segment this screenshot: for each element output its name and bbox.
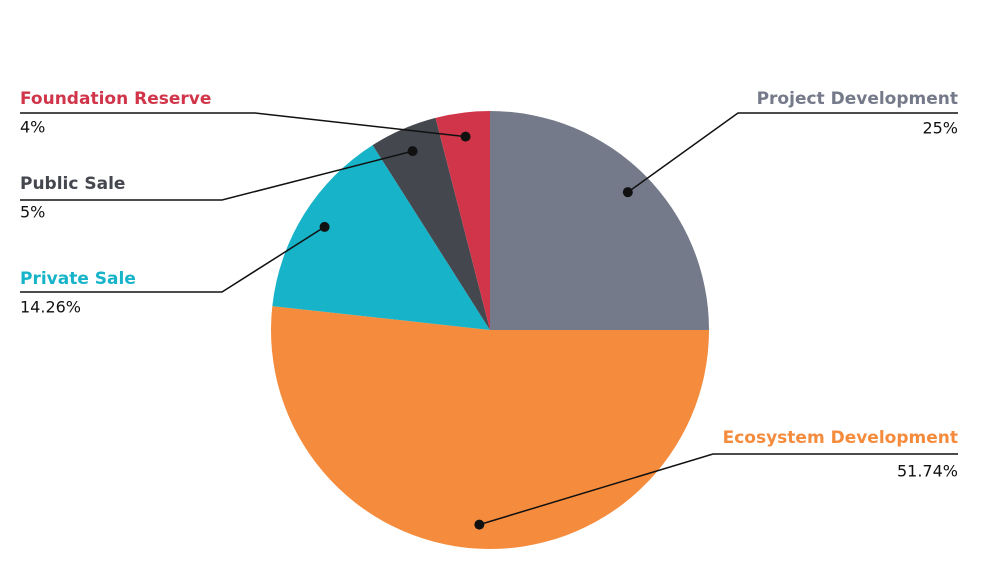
- legend-label: Foundation Reserve: [20, 89, 211, 109]
- legend-label: Ecosystem Development: [723, 428, 958, 448]
- pie-slice: [435, 111, 490, 330]
- leader-line: [20, 226, 325, 293]
- legend-label: Public Sale: [20, 174, 125, 194]
- value-label: 25%: [922, 119, 958, 138]
- value-label: 51.74%: [897, 462, 958, 481]
- leader-line: [479, 453, 958, 526]
- leader-line: [20, 150, 413, 201]
- pie-slice: [272, 145, 490, 330]
- value-label: 5%: [20, 203, 45, 222]
- leader-dot: [460, 131, 471, 142]
- leader-dot: [622, 187, 633, 198]
- legend-label: Project Development: [757, 89, 958, 109]
- leader-dot: [474, 519, 485, 530]
- leader-dot: [407, 146, 418, 157]
- leader-line: [20, 112, 466, 138]
- value-label: 14.26%: [20, 298, 81, 317]
- legend-label: Private Sale: [20, 269, 136, 289]
- leader-dot: [319, 221, 330, 232]
- pie-slice: [270, 306, 709, 550]
- value-label: 4%: [20, 118, 45, 137]
- leader-line: [627, 112, 958, 193]
- pie-slice: [490, 111, 709, 330]
- pie-slice: [372, 117, 490, 331]
